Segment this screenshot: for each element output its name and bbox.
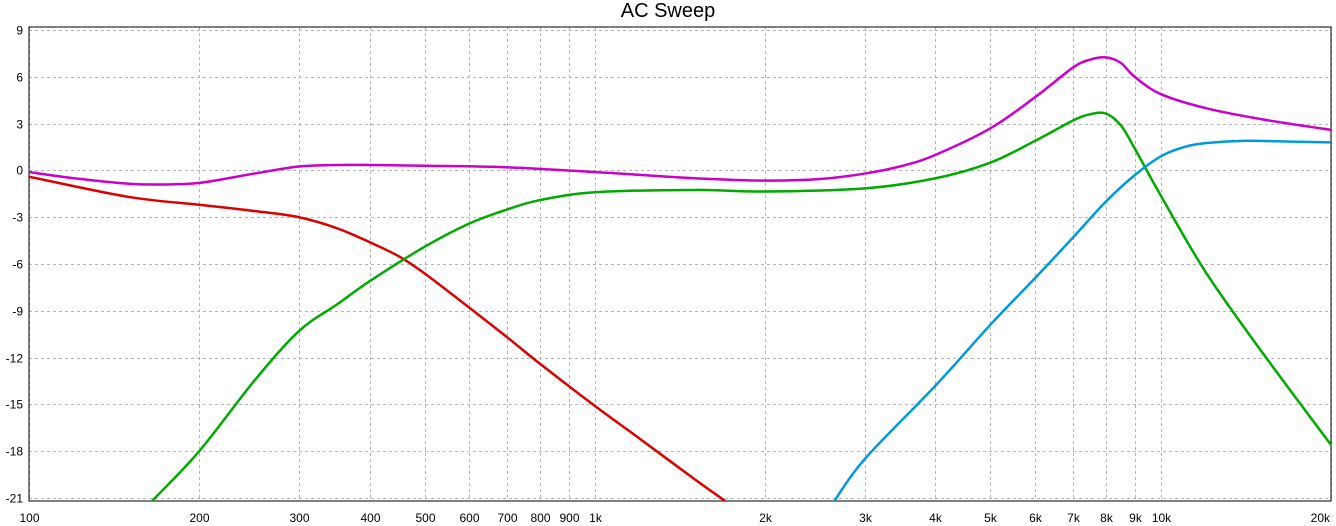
- x-tick-label: 4k: [929, 511, 943, 525]
- y-tick-label: 9: [16, 24, 23, 38]
- plot-frame: [28, 26, 1332, 502]
- y-tick-label: 0: [16, 164, 23, 178]
- x-tick-label: 10k: [1152, 511, 1172, 525]
- y-tick-label: -9: [12, 305, 23, 319]
- x-tick-label: 5k: [984, 511, 998, 525]
- x-tick-label: 3k: [859, 511, 873, 525]
- x-tick-label: 400: [360, 511, 380, 525]
- x-tick-label: 2k: [759, 511, 773, 525]
- x-tick-label: 200: [189, 511, 209, 525]
- y-tick-label: 6: [16, 71, 23, 85]
- x-tick-label: 100: [19, 511, 39, 525]
- x-tick-label: 1k: [589, 511, 603, 525]
- series-line-4: [833, 139, 1331, 501]
- x-tick-label: 8k: [1100, 511, 1114, 525]
- series-line-3: [150, 111, 1331, 501]
- y-tick-label: -6: [12, 258, 23, 272]
- x-tick-label: 700: [497, 511, 517, 525]
- x-tick-label: 300: [289, 511, 309, 525]
- x-tick-label: 6k: [1029, 511, 1043, 525]
- series-line-2: [29, 175, 727, 501]
- y-tick-label: -18: [6, 445, 24, 459]
- grid-lines: [29, 27, 1332, 501]
- x-tick-label: 9k: [1129, 511, 1143, 525]
- x-tick-labels: 100 200 300 400 500 600 700 800 900 1k 2k 3k 4k 5k 6k 7…: [19, 511, 1331, 525]
- x-tick-label: 20k: [1311, 511, 1331, 525]
- x-tick-label: 500: [415, 511, 435, 525]
- x-tick-label: 800: [530, 511, 550, 525]
- series-line-1: [29, 56, 1331, 186]
- x-tick-label: 600: [459, 511, 479, 525]
- y-tick-label: -21: [6, 492, 24, 506]
- x-tick-label: 900: [559, 511, 579, 525]
- series-layer: [29, 56, 1331, 501]
- y-tick-label: -12: [6, 352, 24, 366]
- y-tick-label: 3: [16, 118, 23, 132]
- y-tick-labels: 9 6 3 0 -3 -6 -9 -12 -15 -18 -21: [6, 24, 24, 506]
- chart-title: AC Sweep: [620, 0, 716, 22]
- x-tick-label: 7k: [1067, 511, 1081, 525]
- y-tick-label: -3: [12, 211, 23, 225]
- y-tick-label: -15: [6, 398, 24, 412]
